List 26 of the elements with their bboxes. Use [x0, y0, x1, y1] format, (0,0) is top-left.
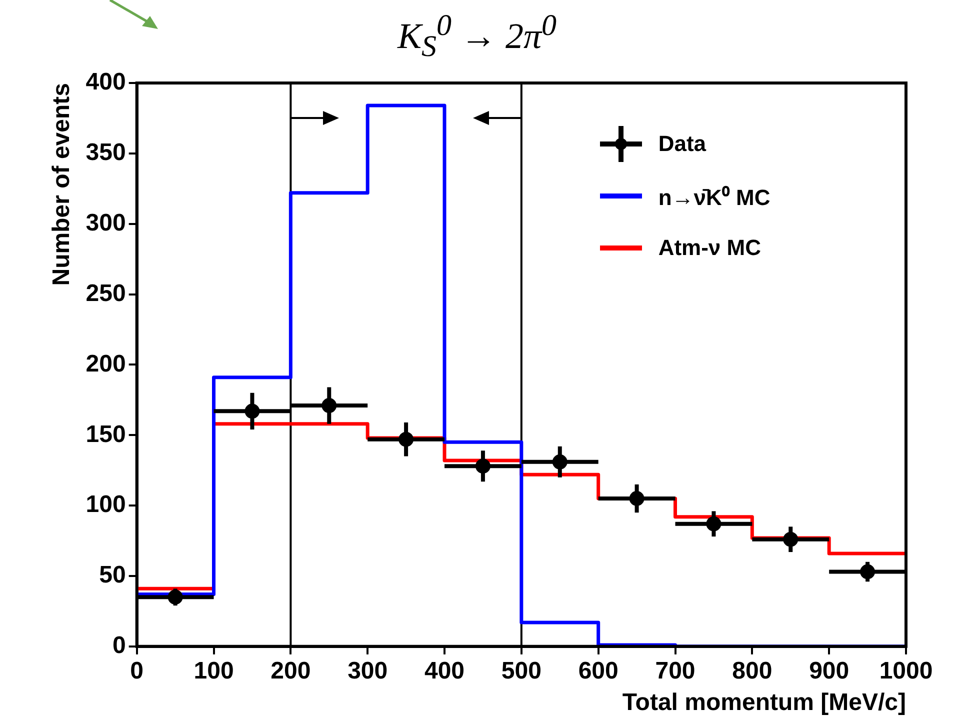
x-tick-label: 700 — [655, 657, 696, 684]
x-tick-label: 800 — [732, 657, 772, 684]
x-axis-title: Total momentum [MeV/c] — [622, 689, 906, 716]
chart-title: K$_{S}$$^{0}$ → 2π$^{0}$ — [396, 8, 558, 66]
y-axis-title: Number of events — [48, 83, 76, 286]
legend-label: Atm-ν MC — [658, 235, 761, 261]
y-tick-label: 100 — [86, 491, 126, 518]
legend-label: Data — [658, 131, 706, 157]
y-tick-label: 250 — [86, 280, 126, 307]
y-tick-label: 300 — [86, 209, 126, 236]
x-tick-label: 600 — [578, 657, 618, 684]
legend-label: n→ν̄K⁰ MC — [658, 184, 770, 211]
y-tick-label: 150 — [86, 420, 126, 448]
y-tick-label: 200 — [86, 350, 126, 378]
y-tick-label: 50 — [99, 562, 126, 589]
y-tick-label: 0 — [112, 632, 126, 660]
x-tick-label: 200 — [270, 657, 311, 684]
y-tick-label: 350 — [86, 139, 126, 166]
x-tick-label: 100 — [194, 657, 234, 684]
x-tick-label: 400 — [424, 657, 465, 684]
x-tick-label: 1000 — [879, 657, 933, 684]
x-tick-label: 500 — [501, 657, 542, 684]
x-tick-label: 900 — [809, 657, 850, 684]
x-tick-label: 300 — [348, 657, 388, 684]
x-tick-label: 0 — [130, 657, 144, 684]
y-tick-label: 400 — [86, 68, 126, 96]
